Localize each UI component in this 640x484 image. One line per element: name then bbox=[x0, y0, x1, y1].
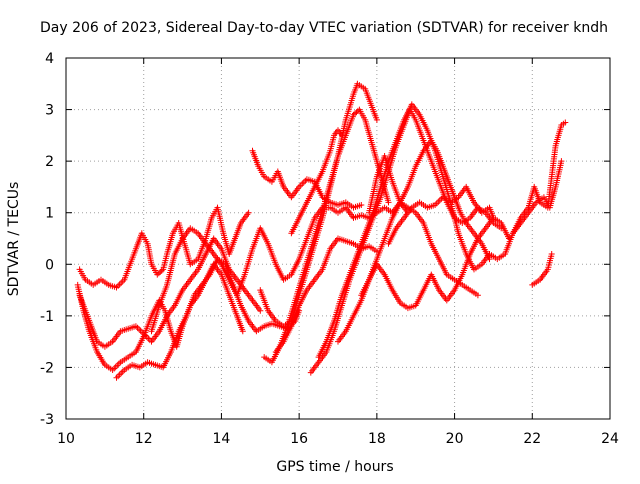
data-point-markers bbox=[358, 214, 512, 312]
x-tick-label: 20 bbox=[446, 431, 464, 447]
data-point-markers bbox=[385, 183, 497, 247]
plot-frame bbox=[65, 57, 611, 420]
data-series-track-8 bbox=[261, 106, 392, 366]
y-tick-label: -1 bbox=[40, 309, 54, 325]
x-tick-label: 22 bbox=[523, 431, 541, 447]
data-series-track-11 bbox=[307, 106, 505, 376]
data-series-track-15 bbox=[358, 214, 512, 312]
x-axis-label: GPS time / hours bbox=[276, 459, 393, 475]
y-axis-label: SDTVAR / TECUs bbox=[6, 182, 22, 297]
y-tick-label: -3 bbox=[40, 412, 54, 428]
x-tick-label: 18 bbox=[368, 431, 386, 447]
data-series-track-18 bbox=[509, 119, 569, 237]
x-tick-label: 24 bbox=[601, 431, 619, 447]
data-point-markers bbox=[74, 261, 246, 373]
data-point-markers bbox=[261, 106, 392, 366]
data-point-markers bbox=[509, 119, 569, 237]
data-point-markers bbox=[288, 127, 345, 237]
x-tick-label: 12 bbox=[135, 431, 153, 447]
x-tick-label: 16 bbox=[290, 431, 308, 447]
y-tick-label: 4 bbox=[45, 51, 54, 67]
y-tick-label: -2 bbox=[40, 360, 54, 376]
data-markers bbox=[74, 80, 569, 381]
x-tick-label: 14 bbox=[213, 431, 231, 447]
data-point-markers bbox=[307, 106, 505, 376]
y-tick-label: 1 bbox=[45, 206, 54, 222]
data-point-markers bbox=[148, 199, 411, 335]
data-series-track-1 bbox=[76, 204, 252, 291]
y-tick-label: 0 bbox=[45, 257, 54, 273]
data-point-markers bbox=[76, 204, 252, 291]
y-tick-label: 2 bbox=[45, 154, 54, 170]
data-series-track-9 bbox=[288, 127, 345, 237]
data-series-track-16 bbox=[385, 183, 497, 247]
y-tick-label: 3 bbox=[45, 103, 54, 119]
data-series-track-5 bbox=[148, 199, 411, 335]
x-tick-label: 10 bbox=[57, 431, 75, 447]
data-point-markers bbox=[315, 101, 565, 361]
data-series-track-17 bbox=[529, 251, 555, 288]
data-series-track-13 bbox=[335, 137, 493, 345]
data-point-markers bbox=[529, 251, 555, 288]
data-series-track-12 bbox=[315, 101, 565, 361]
data-point-markers bbox=[366, 153, 481, 299]
data-series-track-2 bbox=[74, 261, 246, 373]
data-series-track-14 bbox=[366, 153, 481, 299]
chart-title: Day 206 of 2023, Sidereal Day-to-day VTE… bbox=[40, 20, 608, 36]
data-point-markers bbox=[335, 137, 493, 345]
